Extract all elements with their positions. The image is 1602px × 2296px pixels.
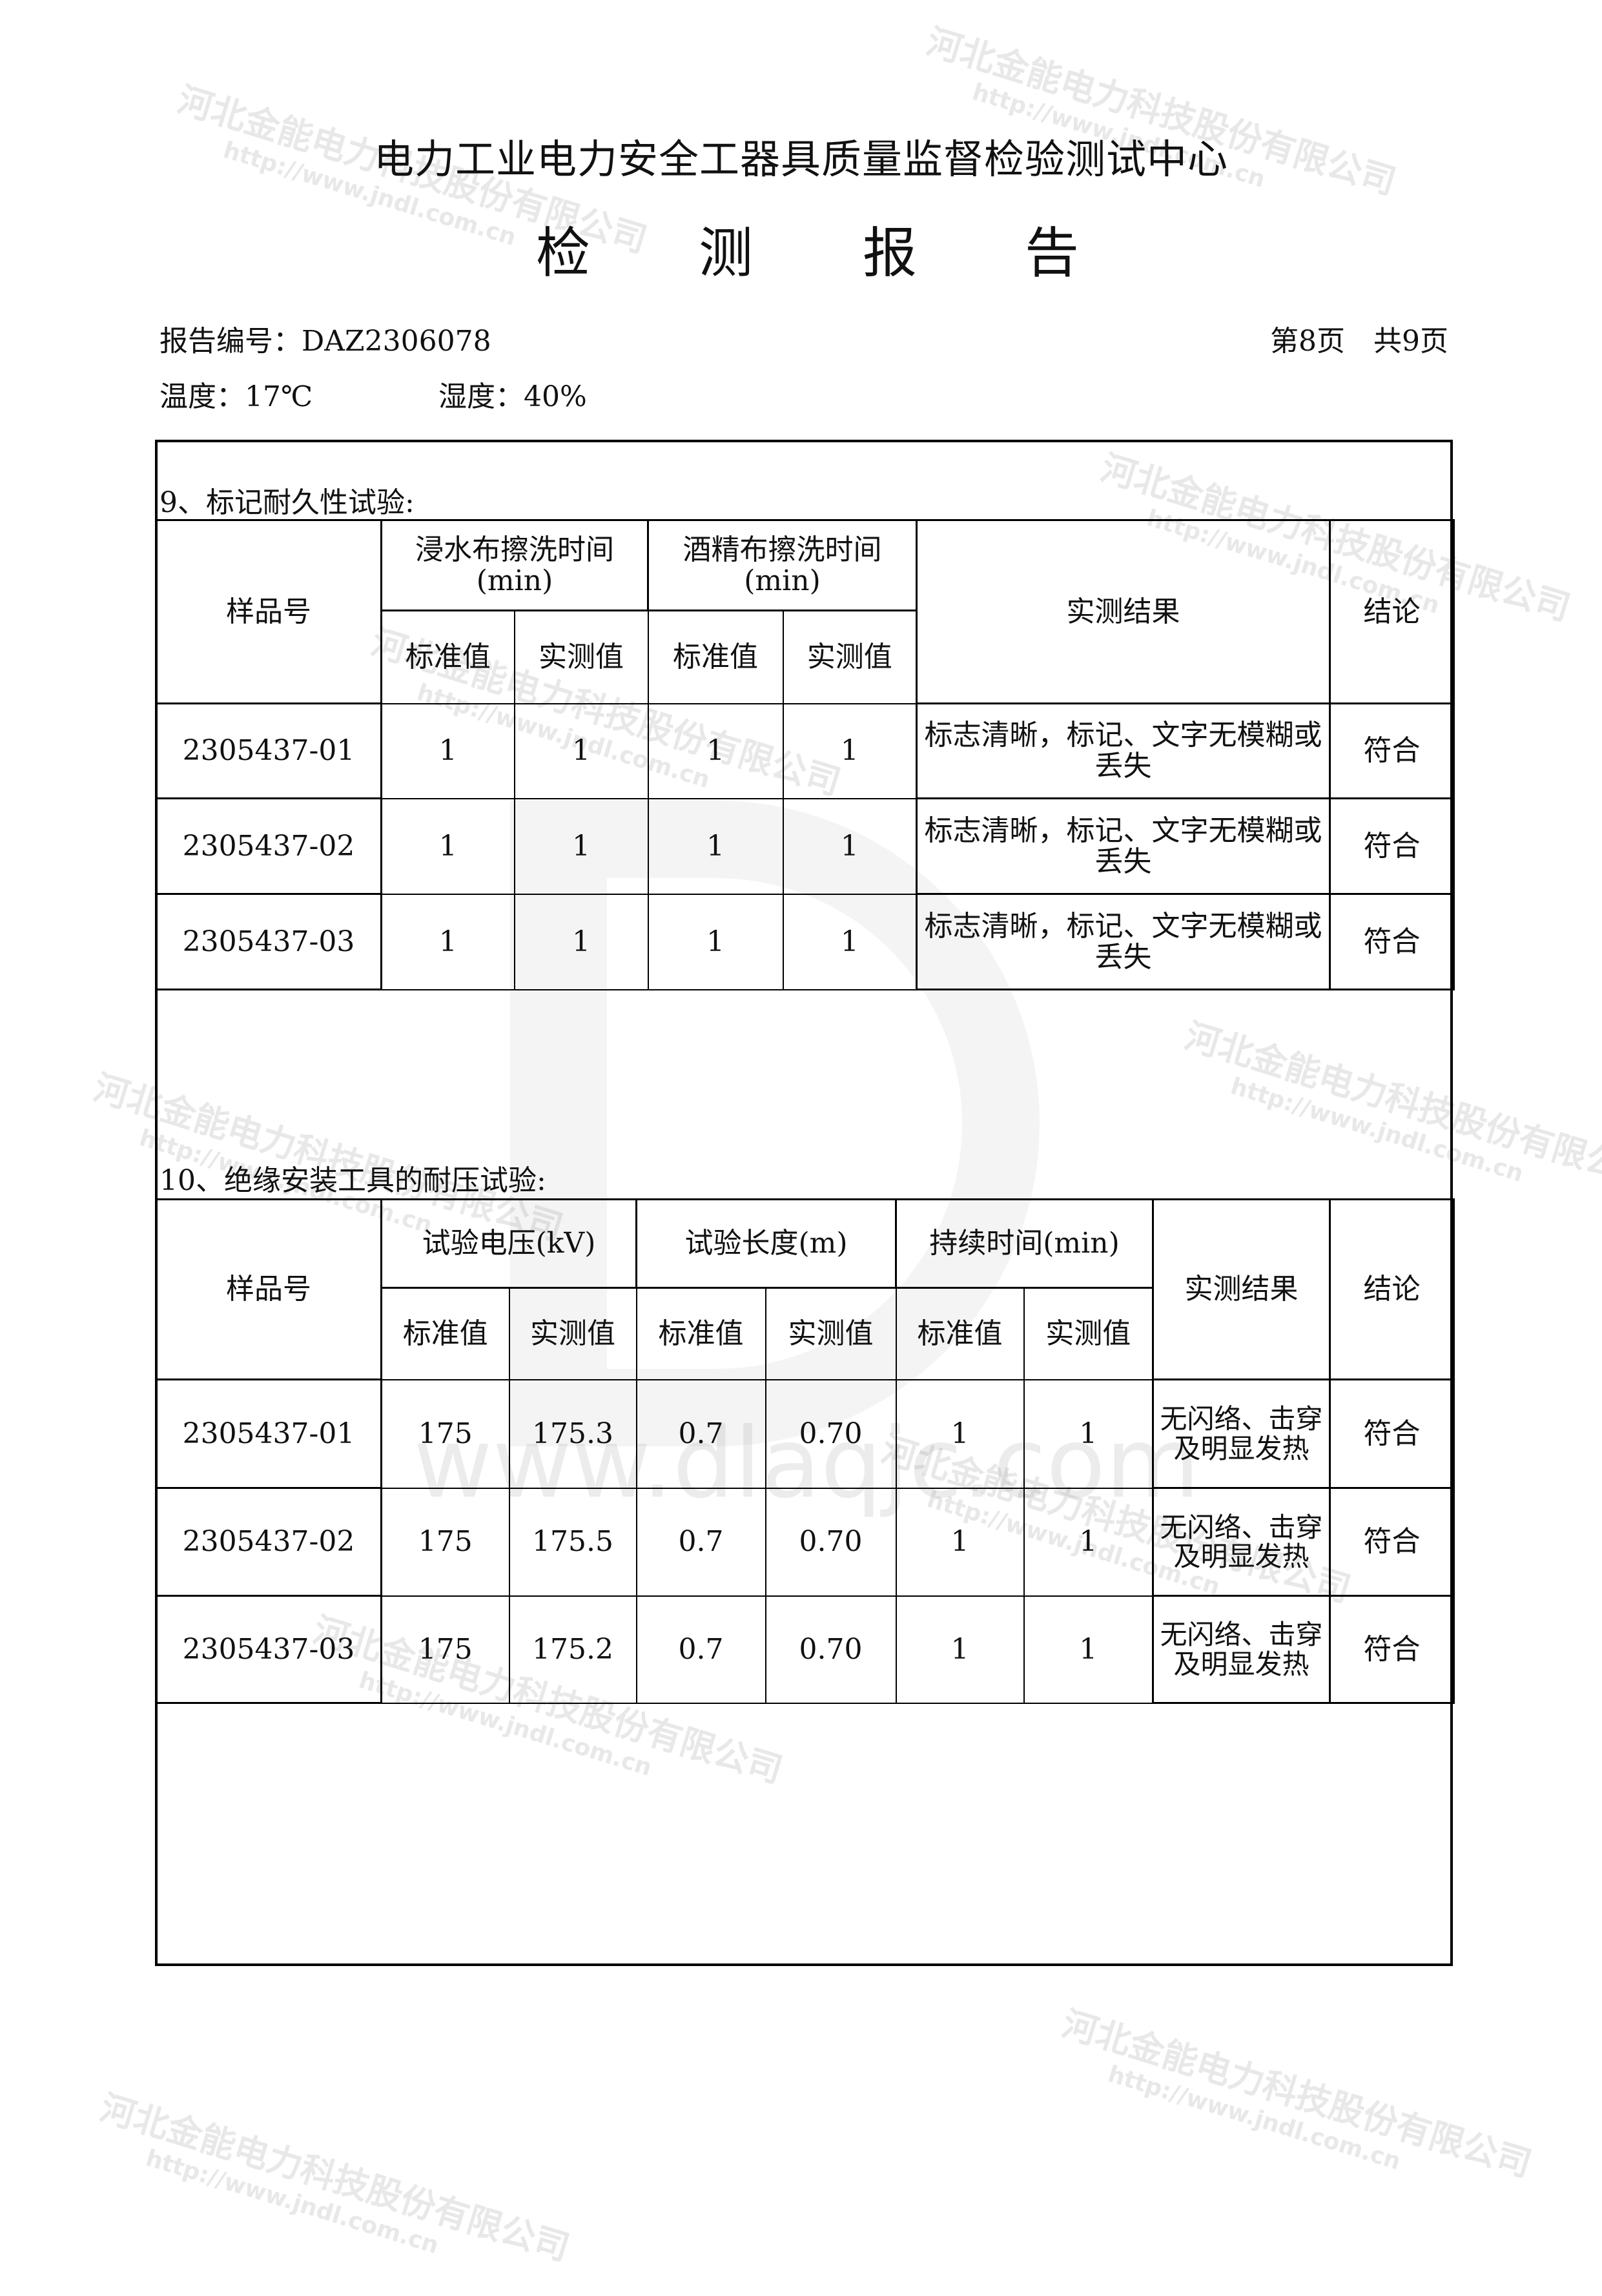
table-row: 2305437-03 175 175.2 0.7 0.70 1 1 无闪络、击穿… xyxy=(155,1595,1455,1704)
sample-id: 2305437-03 xyxy=(155,1595,382,1704)
voltage-std: 175 xyxy=(380,1379,510,1489)
voltage-meas: 175.2 xyxy=(508,1595,637,1704)
water-std: 1 xyxy=(380,797,515,895)
marking-durability-table: 样品号 浸水布擦洗时间(min) 酒精布擦洗时间(min) 实测结果 结论 标准… xyxy=(155,519,1455,990)
header-water-wipe: 浸水布擦洗时间(min) xyxy=(380,519,649,611)
header-voltage: 试验电压(kV) xyxy=(380,1198,637,1289)
duration-std: 1 xyxy=(895,1595,1025,1704)
length-std: 0.7 xyxy=(635,1487,766,1597)
water-std: 1 xyxy=(380,893,515,990)
report-title-char: 报 xyxy=(863,221,918,285)
result: 标志清晰，标记、文字无模糊或丢失 xyxy=(916,702,1331,799)
result: 无闪络、击穿及明显发热 xyxy=(1152,1487,1331,1597)
report-title-char: 检 xyxy=(536,221,591,285)
conclusion: 符合 xyxy=(1329,702,1455,799)
withstand-voltage-table: 样品号 试验电压(kV) 试验长度(m) 持续时间(min) 实测结果 结论 标… xyxy=(155,1198,1455,1704)
alcohol-std: 1 xyxy=(647,893,784,990)
sample-id: 2305437-02 xyxy=(155,797,382,895)
conclusion: 符合 xyxy=(1329,893,1455,990)
voltage-meas: 175.3 xyxy=(508,1379,637,1489)
company-watermark: 河北金能电力科技股份有限公司 http://www.jndl.com.cn xyxy=(95,2087,575,2269)
header-meas: 实测值 xyxy=(513,610,649,704)
temperature: 温度：17℃ xyxy=(159,380,313,413)
alcohol-meas: 1 xyxy=(782,893,918,990)
water-meas: 1 xyxy=(513,797,649,895)
result: 标志清晰，标记、文字无模糊或丢失 xyxy=(916,893,1331,990)
length-meas: 0.70 xyxy=(765,1487,897,1597)
result: 无闪络、击穿及明显发热 xyxy=(1152,1595,1331,1704)
report-title-char: 测 xyxy=(699,221,754,285)
length-std: 0.7 xyxy=(635,1595,766,1704)
header-std: 标准值 xyxy=(635,1287,766,1380)
header-conclusion: 结论 xyxy=(1329,519,1455,704)
length-meas: 0.70 xyxy=(765,1379,897,1489)
header-meas: 实测值 xyxy=(1023,1287,1154,1380)
sample-id: 2305437-01 xyxy=(155,702,382,799)
section10-title: 10、绝缘安装工具的耐压试验: xyxy=(159,1164,546,1197)
header-std: 标准值 xyxy=(380,610,515,704)
header-duration: 持续时间(min) xyxy=(895,1198,1154,1289)
company-watermark: 河北金能电力科技股份有限公司 http://www.jndl.com.cn xyxy=(1057,2003,1537,2185)
report-number: 报告编号：DAZ2306078 xyxy=(159,325,491,358)
duration-std: 1 xyxy=(895,1379,1025,1489)
header-meas: 实测值 xyxy=(508,1287,637,1380)
header-result: 实测结果 xyxy=(916,519,1331,704)
alcohol-meas: 1 xyxy=(782,702,918,799)
length-std: 0.7 xyxy=(635,1379,766,1489)
conclusion: 符合 xyxy=(1329,1487,1455,1597)
alcohol-std: 1 xyxy=(647,702,784,799)
header-std: 标准值 xyxy=(895,1287,1025,1380)
voltage-meas: 175.5 xyxy=(508,1487,637,1597)
header-std: 标准值 xyxy=(380,1287,510,1380)
table-row: 2305437-01 175 175.3 0.7 0.70 1 1 无闪络、击穿… xyxy=(155,1379,1455,1489)
voltage-std: 175 xyxy=(380,1595,510,1704)
section9-title: 9、标记耐久性试验: xyxy=(159,486,415,519)
alcohol-std: 1 xyxy=(647,797,784,895)
header-alcohol-wipe: 酒精布擦洗时间(min) xyxy=(647,519,918,611)
water-std: 1 xyxy=(380,702,515,799)
header-meas: 实测值 xyxy=(782,610,918,704)
duration-meas: 1 xyxy=(1023,1595,1154,1704)
table-row: 2305437-02 175 175.5 0.7 0.70 1 1 无闪络、击穿… xyxy=(155,1487,1455,1597)
table-row: 2305437-03 1 1 1 1 标志清晰，标记、文字无模糊或丢失 符合 xyxy=(155,893,1455,990)
header-result: 实测结果 xyxy=(1152,1198,1331,1380)
org-title: 电力工业电力安全工器具质量监督检验测试中心 xyxy=(373,136,1228,183)
voltage-std: 175 xyxy=(380,1487,510,1597)
table-row: 2305437-01 1 1 1 1 标志清晰，标记、文字无模糊或丢失 符合 xyxy=(155,702,1455,799)
water-meas: 1 xyxy=(513,702,649,799)
page-info: 第8页 共9页 xyxy=(1270,325,1448,358)
table-row: 2305437-02 1 1 1 1 标志清晰，标记、文字无模糊或丢失 符合 xyxy=(155,797,1455,895)
header-meas: 实测值 xyxy=(765,1287,897,1380)
header-sample: 样品号 xyxy=(155,1198,382,1380)
length-meas: 0.70 xyxy=(765,1595,897,1704)
humidity: 湿度：40% xyxy=(438,380,587,413)
report-title-char: 告 xyxy=(1025,221,1080,285)
header-std: 标准值 xyxy=(647,610,784,704)
result: 标志清晰，标记、文字无模糊或丢失 xyxy=(916,797,1331,895)
header-sample: 样品号 xyxy=(155,519,382,704)
conclusion: 符合 xyxy=(1329,797,1455,895)
conclusion: 符合 xyxy=(1329,1379,1455,1489)
duration-meas: 1 xyxy=(1023,1379,1154,1489)
header-length: 试验长度(m) xyxy=(635,1198,897,1289)
conclusion: 符合 xyxy=(1329,1595,1455,1704)
water-meas: 1 xyxy=(513,893,649,990)
sample-id: 2305437-02 xyxy=(155,1487,382,1597)
sample-id: 2305437-03 xyxy=(155,893,382,990)
result: 无闪络、击穿及明显发热 xyxy=(1152,1379,1331,1489)
duration-meas: 1 xyxy=(1023,1487,1154,1597)
duration-std: 1 xyxy=(895,1487,1025,1597)
sample-id: 2305437-01 xyxy=(155,1379,382,1489)
header-conclusion: 结论 xyxy=(1329,1198,1455,1380)
alcohol-meas: 1 xyxy=(782,797,918,895)
company-watermark: 河北金能电力科技股份有限公司 http://www.jndl.com.cn xyxy=(921,21,1401,203)
